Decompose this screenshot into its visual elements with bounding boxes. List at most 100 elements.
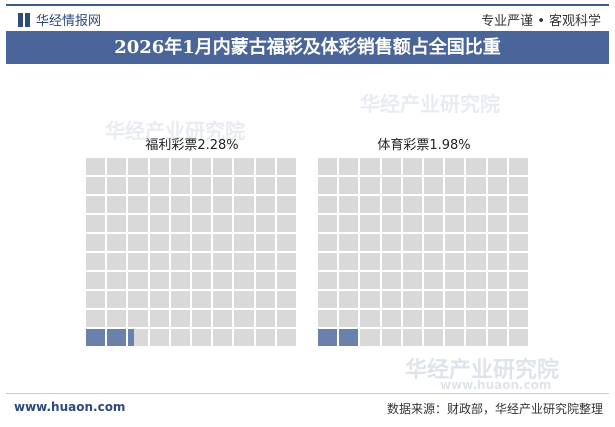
watermark: 华经产业研究院 [360, 92, 500, 116]
waffle-cell [381, 310, 401, 327]
waffle-cell [192, 177, 212, 194]
waffle-cell [360, 196, 380, 213]
waffle-cell [424, 291, 444, 308]
waffle-cell [128, 215, 148, 232]
waffle-cell [276, 158, 296, 175]
waffle-cell [508, 329, 528, 346]
waffle-cell [192, 215, 212, 232]
waffle-cell [86, 177, 106, 194]
waffle-cell [466, 234, 486, 251]
waffle-cell [487, 196, 507, 213]
waffle-chart-sports [318, 158, 530, 348]
waffle-cell [402, 329, 422, 346]
waffle-cell [424, 234, 444, 251]
waffle-cell [276, 196, 296, 213]
logo-text: 华经情报网 [36, 14, 102, 29]
footer-site: www.huaon.com [14, 400, 126, 414]
waffle-cell [445, 272, 465, 289]
waffle-cell [360, 158, 380, 175]
waffle-cell [213, 329, 233, 346]
waffle-cell [213, 310, 233, 327]
waffle-cell [234, 158, 254, 175]
waffle-cell-fill [339, 329, 358, 346]
waffle-cell [107, 291, 127, 308]
waffle-cell [149, 310, 169, 327]
waffle-cell-fill [86, 329, 106, 346]
waffle-cell [107, 177, 127, 194]
waffle-cell [424, 253, 444, 270]
waffle-cell [86, 215, 106, 232]
waffle-cell [318, 215, 338, 232]
waffle-cell [381, 253, 401, 270]
waffle-chart-welfare [86, 158, 298, 348]
waffle-cell [255, 291, 275, 308]
waffle-cell [508, 177, 528, 194]
waffle-cell [255, 310, 275, 327]
waffle-cell [508, 234, 528, 251]
waffle-cell [487, 158, 507, 175]
waffle-cell [402, 215, 422, 232]
waffle-cell [149, 215, 169, 232]
waffle-cell [128, 158, 148, 175]
waffle-cell [86, 253, 106, 270]
waffle-cell [213, 272, 233, 289]
waffle-cell [360, 329, 380, 346]
waffle-cell [170, 291, 190, 308]
waffle-cell [466, 215, 486, 232]
waffle-cell [192, 272, 212, 289]
waffle-cell [466, 177, 486, 194]
waffle-cell [128, 253, 148, 270]
waffle-cell [213, 253, 233, 270]
waffle-cell-fill [318, 329, 338, 346]
waffle-cell [107, 272, 127, 289]
slogan: 专业严谨 • 客观科学 [481, 14, 601, 29]
waffle-cell [192, 310, 212, 327]
waffle-cell [424, 310, 444, 327]
waffle-cell [339, 329, 359, 346]
waffle-cell [213, 177, 233, 194]
waffle-cell [445, 196, 465, 213]
waffle-cell [360, 272, 380, 289]
waffle-cell [234, 272, 254, 289]
waffle-cell [318, 177, 338, 194]
waffle-cell [276, 329, 296, 346]
waffle-cell [466, 291, 486, 308]
waffle-cell [402, 158, 422, 175]
waffle-cell [107, 196, 127, 213]
waffle-cell [213, 158, 233, 175]
waffle-cell [192, 291, 212, 308]
waffle-cell [402, 177, 422, 194]
waffle-cell [360, 215, 380, 232]
waffle-cell [170, 253, 190, 270]
waffle-cell [192, 234, 212, 251]
waffle-cell [149, 196, 169, 213]
waffle-cell [360, 253, 380, 270]
waffle-cell [339, 196, 359, 213]
footer-source: 数据来源：财政部，华经产业研究院整理 [386, 402, 603, 416]
waffle-cell [487, 272, 507, 289]
waffle-cell [86, 329, 106, 346]
waffle-cell [424, 177, 444, 194]
waffle-cell [86, 196, 106, 213]
waffle-cell [107, 158, 127, 175]
waffle-cell [170, 329, 190, 346]
waffle-cell [339, 253, 359, 270]
waffle-cell [192, 329, 212, 346]
waffle-cell [466, 158, 486, 175]
waffle-cell [255, 234, 275, 251]
waffle-cell [318, 272, 338, 289]
waffle-cell [402, 291, 422, 308]
waffle-cell [360, 177, 380, 194]
waffle-cell [508, 253, 528, 270]
waffle-cell [381, 177, 401, 194]
waffle-cell [149, 329, 169, 346]
waffle-cell [466, 329, 486, 346]
waffle-cell [381, 215, 401, 232]
waffle-cell [445, 158, 465, 175]
waffle-cell [255, 272, 275, 289]
waffle-cell [318, 234, 338, 251]
waffle-cell [86, 158, 106, 175]
waffle-cell [339, 215, 359, 232]
waffle-cell [508, 291, 528, 308]
waffle-cell [192, 196, 212, 213]
